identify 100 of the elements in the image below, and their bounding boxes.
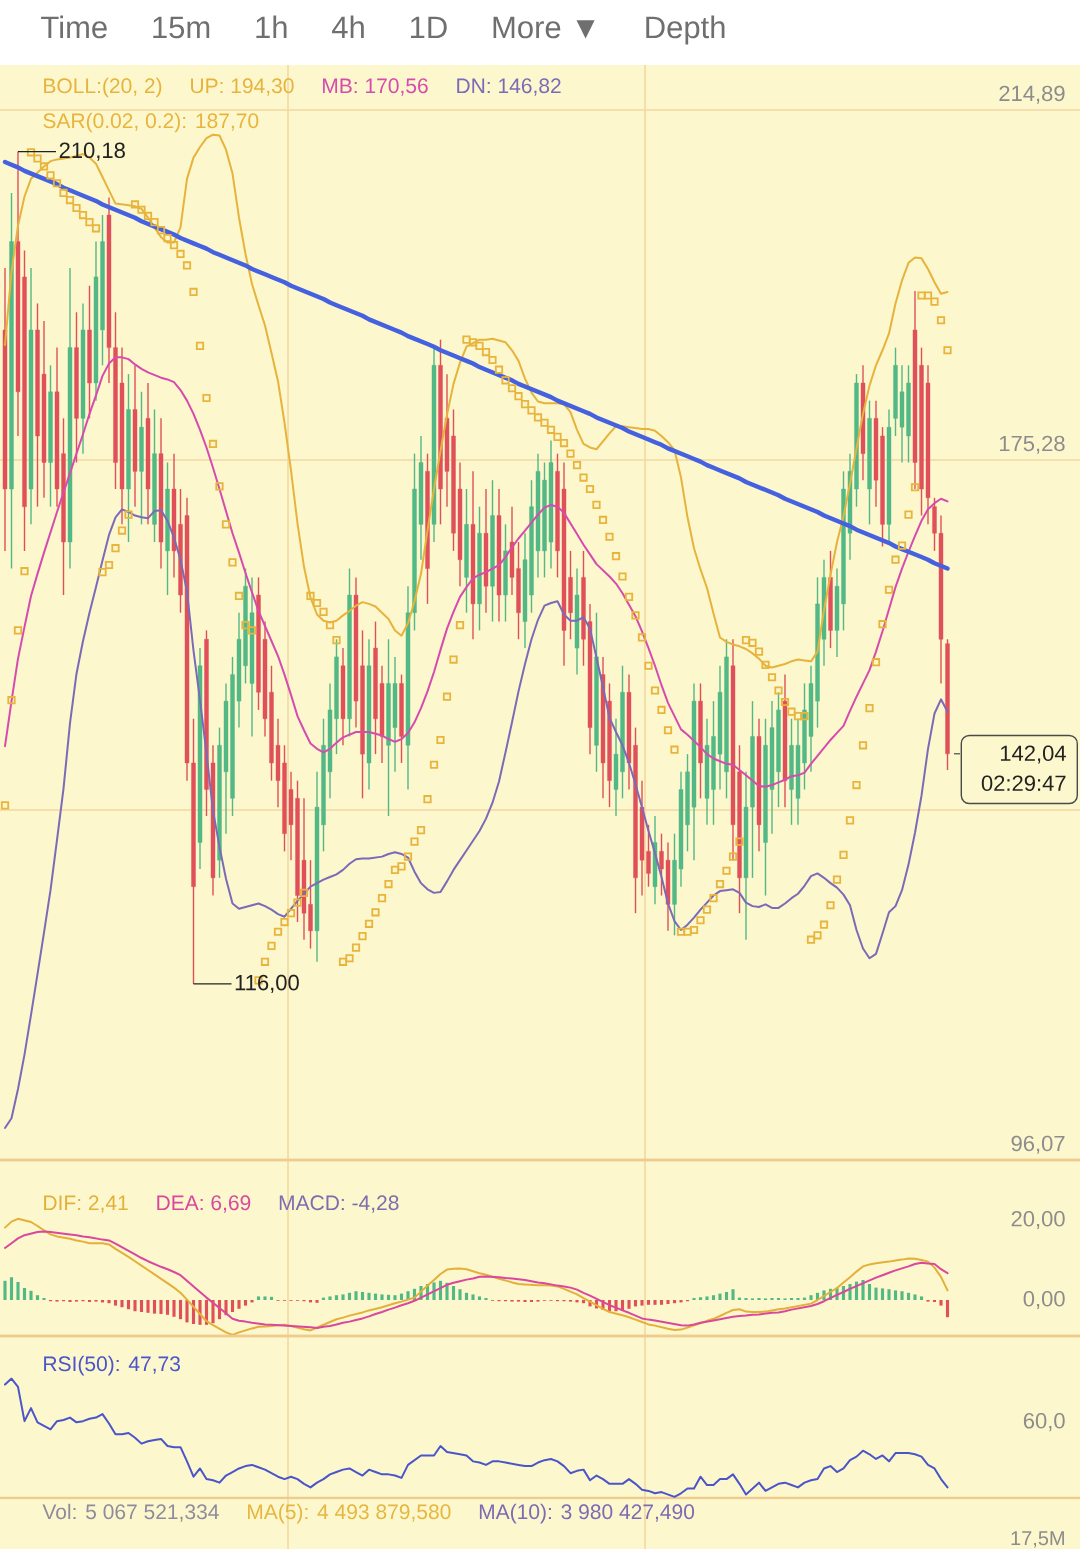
bar [646, 1300, 651, 1305]
bar [887, 1289, 891, 1301]
text: 17,5M [1011, 1531, 1064, 1548]
text: Time [41, 15, 107, 39]
bar [900, 1291, 904, 1301]
bar [107, 1300, 111, 1304]
bar [744, 1298, 748, 1301]
bar [347, 1292, 352, 1301]
bar [334, 1295, 339, 1301]
bar [796, 1298, 800, 1301]
bar [159, 1300, 163, 1315]
legend-label: MA(10): 3 980 427,490 [479, 1503, 695, 1524]
bar [640, 1300, 644, 1306]
bar [243, 1300, 248, 1306]
bar [906, 1292, 911, 1301]
annotation: MACD: -4,28 [279, 1195, 399, 1213]
y-tick-label: 175,28 [999, 435, 1065, 454]
y-tick-label: 0,00 [1023, 1290, 1065, 1310]
bar [185, 1300, 189, 1323]
bar [133, 1300, 137, 1312]
bar [126, 1300, 131, 1310]
series-label: SAR(0.02, 0.2): 187,70 [43, 112, 259, 133]
bar [230, 1300, 235, 1313]
bar [575, 1300, 579, 1303]
bar [776, 1298, 781, 1301]
bar [256, 1296, 261, 1301]
bar [659, 1300, 664, 1305]
bar [789, 1298, 794, 1301]
bar [731, 1289, 735, 1301]
bar [315, 1300, 319, 1303]
bar [87, 1300, 92, 1303]
bar [354, 1291, 358, 1301]
text: 60,0 [1023, 1413, 1065, 1432]
bar [692, 1298, 696, 1301]
text: MB: 170,56 [323, 78, 428, 96]
bar [29, 1290, 33, 1301]
bar [666, 1300, 670, 1305]
bar [328, 1296, 332, 1301]
bar [633, 1300, 638, 1307]
bar [653, 1300, 657, 1305]
series-label: DIF: 2,41 [44, 1195, 128, 1213]
bar [35, 1295, 40, 1301]
bar [146, 1300, 150, 1313]
bar [913, 1294, 917, 1301]
bar [477, 1296, 482, 1301]
annotation: 116,00 [235, 974, 299, 993]
legend-title: BOLL:(20, 2) [44, 77, 162, 98]
bar [581, 1300, 586, 1304]
bar [237, 1300, 241, 1309]
bar [711, 1295, 716, 1301]
bar [373, 1293, 378, 1301]
bar [178, 1300, 183, 1320]
bar [672, 1300, 677, 1304]
bar [269, 1296, 274, 1301]
bar [152, 1300, 157, 1314]
text: 142,04 [1000, 745, 1066, 764]
bar [484, 1298, 488, 1301]
bar [16, 1282, 20, 1301]
bar [698, 1297, 703, 1301]
bar [165, 1300, 170, 1315]
bar [3, 1280, 7, 1301]
bar [451, 1286, 456, 1301]
legend-label: Vol: 5 067 521,334 [42, 1503, 219, 1522]
series-label: RSI(50): 47,73 [44, 1355, 180, 1376]
bar [263, 1296, 267, 1301]
legend-label: MA(5): 4 493 879,580 [248, 1503, 451, 1524]
bar [939, 1300, 943, 1306]
text: 02:29:47 [981, 775, 1066, 791]
bar [718, 1293, 722, 1301]
bar [893, 1290, 898, 1301]
bar [250, 1300, 254, 1303]
bar [464, 1292, 469, 1301]
y-tick-label: 214,89 [999, 85, 1065, 104]
bar [471, 1294, 475, 1301]
bar [458, 1289, 462, 1301]
bar [113, 1300, 118, 1306]
bar [22, 1288, 27, 1301]
bar [757, 1298, 761, 1301]
y-tick-label: 20,00 [1011, 1210, 1065, 1230]
bar [341, 1294, 345, 1301]
bar [68, 1300, 72, 1303]
y-tick-label: 96,07 [1011, 1135, 1065, 1154]
bar [380, 1294, 384, 1301]
text: Depth [646, 15, 725, 45]
text: More ▼ [493, 16, 595, 39]
text: DN: 146,82 [457, 78, 561, 96]
bar [705, 1296, 709, 1301]
bar [770, 1298, 774, 1301]
annotation: 210,18 [59, 142, 125, 161]
bar [932, 1300, 937, 1303]
text: 1h [256, 15, 287, 39]
text: 1D [410, 16, 447, 39]
bar [172, 1300, 176, 1317]
text: 15m [153, 16, 210, 39]
bar [9, 1277, 14, 1301]
bar [880, 1288, 885, 1301]
bar [42, 1298, 46, 1301]
bar [867, 1284, 872, 1301]
bar [367, 1292, 371, 1301]
bar [139, 1300, 144, 1313]
